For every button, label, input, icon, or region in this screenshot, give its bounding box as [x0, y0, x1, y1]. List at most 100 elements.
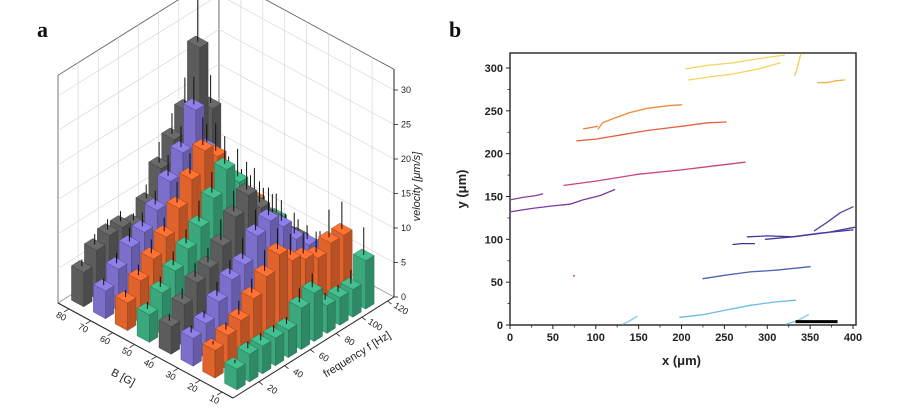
b-tick-label: 30	[164, 369, 178, 383]
bar	[224, 357, 246, 391]
frequency-tick	[284, 365, 289, 369]
trajectory-track	[685, 54, 786, 70]
trajectory-track	[702, 266, 811, 280]
bar-face-front	[149, 309, 159, 343]
bar-face-top	[109, 215, 132, 228]
y-tick-label: 300	[485, 63, 503, 75]
x-tick-label: 100	[587, 332, 605, 344]
frequency-tick-label: 60	[317, 350, 331, 364]
trajectory-track	[794, 53, 802, 77]
bar-face-top	[262, 325, 285, 339]
y-tick-label: 100	[485, 234, 503, 246]
bar-face-front	[249, 348, 259, 383]
bar-face-front	[262, 340, 272, 375]
b-axis-title: B [G]	[109, 367, 137, 389]
trajectory-track	[764, 226, 856, 240]
bar-face-top	[210, 233, 232, 247]
frequency-tick-label: 80	[343, 334, 357, 348]
bar-face-front	[339, 292, 349, 326]
trajectory-track	[509, 193, 544, 201]
velocity-tick-label: 15	[401, 189, 411, 199]
bar-face-top	[292, 247, 314, 260]
b-tick	[151, 356, 157, 360]
b-axis-line	[57, 302, 234, 399]
trajectory-track	[509, 188, 616, 213]
bar-face-top	[162, 258, 184, 272]
panel-label-a: a	[37, 17, 48, 42]
trajectory-track	[817, 79, 846, 84]
frequency-tick-label: 120	[392, 300, 410, 316]
b-tick	[216, 391, 223, 396]
bar	[71, 259, 93, 308]
bar-face-front	[301, 302, 310, 350]
bar-face-top	[232, 252, 254, 266]
y-tick-label: 250	[485, 106, 503, 118]
y-tick-label: 50	[491, 277, 503, 289]
bar-face-front	[105, 285, 115, 320]
b-tick-label: 40	[142, 357, 156, 371]
plot-area	[509, 52, 857, 326]
bar	[158, 313, 180, 355]
b-tick-label: 60	[98, 333, 112, 347]
axes-group-b: 0 50 100 150 200 250 300 350 400 0 50 100 150 200 250 3…	[454, 63, 862, 368]
velocity-tick-label: 0	[401, 292, 406, 302]
bar-face-top	[93, 278, 115, 292]
frequency-tick	[335, 333, 341, 337]
bar-face-top	[228, 308, 250, 321]
bar-face-front	[170, 321, 180, 355]
x-tick-label: 300	[758, 332, 776, 344]
trajectory-track	[563, 161, 746, 187]
tracks-group	[509, 53, 856, 325]
bar	[202, 338, 224, 379]
b-tick	[194, 379, 201, 384]
velocity-tick-label: 5	[401, 258, 406, 268]
velocity-tick-label: 10	[401, 223, 411, 233]
trajectory-track	[687, 62, 781, 81]
bar-face-top	[144, 198, 166, 211]
gridline-velocity	[57, 98, 395, 200]
x-tick-label: 50	[547, 332, 559, 344]
bar-face-top	[327, 285, 349, 298]
b-tick	[107, 332, 113, 337]
bar-face-top	[131, 220, 154, 233]
bar-face-top	[192, 138, 214, 152]
frequency-tick	[361, 316, 367, 321]
bar-face-top	[180, 326, 202, 339]
bar-face-front	[214, 344, 224, 379]
x-axis-title: x (μm)	[662, 353, 701, 368]
frequency-tick-label: 40	[291, 366, 305, 380]
trajectory-track	[572, 274, 575, 277]
velocity-tick-label: 25	[401, 120, 411, 130]
b-tick-label: 50	[120, 345, 134, 359]
bars-group	[71, 0, 375, 391]
b-tick	[173, 367, 179, 372]
b-tick-label: 10	[208, 393, 222, 407]
bar-face-front	[192, 332, 202, 367]
bar-face-top	[244, 223, 267, 237]
y-axis-title: y (μm)	[454, 169, 469, 208]
bar-face-top	[157, 169, 179, 182]
x-tick-label: 200	[672, 332, 690, 344]
trajectory-track	[785, 314, 810, 325]
bar	[114, 290, 137, 331]
bar-face-top	[215, 323, 237, 336]
bar-face-front	[326, 300, 336, 334]
b-tick	[63, 308, 70, 313]
bar-face-front	[352, 284, 362, 318]
y-tick-label: 150	[485, 192, 503, 204]
frequency-tick-label: 20	[265, 382, 279, 396]
bar-face-front	[127, 297, 137, 331]
trajectory-track	[622, 315, 638, 325]
bar-face-top	[184, 270, 206, 284]
trajectory-track	[746, 229, 854, 238]
trajectory-track	[583, 125, 599, 130]
velocity-axis-title: velocity [μm/s]	[411, 151, 423, 222]
x-tick-label: 150	[629, 332, 647, 344]
velocity-tick-label: 30	[401, 85, 411, 95]
bar-face-top	[161, 127, 183, 141]
bar-face-front	[365, 255, 375, 310]
bar-face-top	[187, 35, 209, 49]
b-tick	[85, 320, 92, 325]
bar-face-top	[250, 334, 272, 347]
